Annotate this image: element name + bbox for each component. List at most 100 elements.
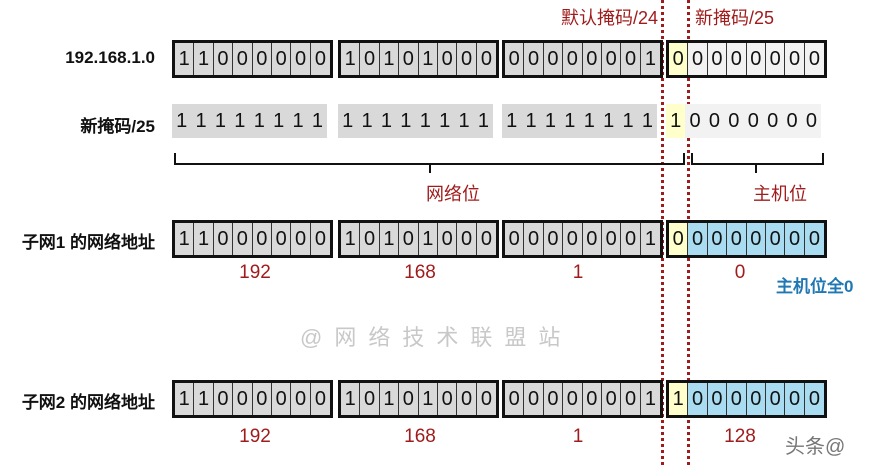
bit: 1 (379, 43, 400, 75)
bit: 0 (782, 104, 802, 138)
bit: 0 (457, 223, 477, 255)
bit: 0 (291, 43, 311, 75)
bit: 0 (601, 223, 622, 255)
bit: 0 (727, 383, 747, 415)
bit: 1 (175, 383, 195, 415)
bit: 0 (563, 223, 583, 255)
bit: 0 (685, 104, 705, 138)
bit: 0 (213, 383, 234, 415)
bit: 0 (601, 43, 622, 75)
octet-decimal-label: 0 (734, 262, 746, 283)
bit: 0 (271, 43, 292, 75)
bit: 0 (399, 223, 419, 255)
row-label: 子网2 的网络地址 (21, 393, 155, 412)
octet-decimal-label: 168 (404, 262, 436, 283)
bit: 1 (521, 104, 541, 138)
bit: 1 (502, 104, 522, 138)
bit: 1 (418, 383, 438, 415)
bit: 1 (473, 104, 494, 138)
bit: 0 (213, 43, 234, 75)
watermark: @网络技术联盟站 (300, 325, 573, 350)
row-label: 192.168.1.0 (65, 48, 155, 67)
bit: 1 (618, 104, 638, 138)
row-label: 子网1 的网络地址 (21, 233, 155, 252)
bit: 1 (640, 223, 661, 255)
host-bits-label: 主机位 (753, 184, 807, 204)
bit: 1 (175, 223, 195, 255)
bit: 0 (804, 223, 825, 255)
bit: 0 (746, 383, 766, 415)
bit: 0 (746, 43, 766, 75)
bit: 1 (307, 104, 328, 138)
default-mask-label: 默认掩码/24 (560, 8, 658, 28)
bit: 1 (175, 43, 195, 75)
bit: 0 (291, 223, 311, 255)
bit: 1 (194, 383, 214, 415)
bit: 1 (379, 223, 400, 255)
bit: 1 (268, 104, 289, 138)
bit: 1 (341, 223, 361, 255)
bit: 0 (707, 383, 728, 415)
bit: 0 (399, 383, 419, 415)
bit: 0 (233, 383, 253, 415)
bit: 0 (727, 223, 747, 255)
bit: 1 (379, 383, 400, 415)
bit: 0 (310, 223, 331, 255)
bit: 0 (437, 383, 458, 415)
bit: 0 (765, 383, 786, 415)
bit: 0 (476, 223, 497, 255)
bit: 0 (271, 383, 292, 415)
host-all-zero-note: 主机位全0 (776, 277, 854, 296)
bit: 0 (707, 223, 728, 255)
bit: 0 (437, 223, 458, 255)
bit: 0 (801, 104, 822, 138)
bit: 1 (191, 104, 211, 138)
new-mask-label: 新掩码/25 (695, 8, 775, 28)
host-bits-brace (691, 153, 824, 165)
octet-decimal-label: 192 (239, 262, 271, 283)
network-bits-label: 网络位 (426, 184, 480, 204)
bit: 0 (765, 223, 786, 255)
bit: 1 (249, 104, 269, 138)
bit: 0 (524, 383, 544, 415)
bit: 0 (724, 104, 744, 138)
bit: 0 (524, 43, 544, 75)
bit: 1 (194, 223, 214, 255)
bit: 0 (582, 43, 602, 75)
corner-watermark: 头条@ (785, 436, 846, 458)
bit: 1 (598, 104, 619, 138)
bit: 0 (360, 383, 380, 415)
bit: 1 (415, 104, 435, 138)
bit: 0 (505, 383, 525, 415)
bit: 0 (310, 43, 331, 75)
bit: 0 (476, 383, 497, 415)
bit: 1 (418, 43, 438, 75)
octet-decimal-label: 1 (572, 426, 584, 447)
bit: 0 (582, 383, 602, 415)
bit: 0 (543, 223, 564, 255)
octet-decimal-label: 168 (404, 426, 436, 447)
bit: 1 (210, 104, 231, 138)
bit: 0 (505, 43, 525, 75)
bit: 0 (621, 223, 641, 255)
bit: 0 (252, 383, 272, 415)
bit: 0 (785, 223, 805, 255)
bit: 0 (399, 43, 419, 75)
bit: 0 (476, 43, 497, 75)
bit: 1 (288, 104, 308, 138)
bit: 0 (785, 43, 805, 75)
bit: 1 (396, 104, 416, 138)
bit: 0 (704, 104, 725, 138)
bit: 1 (669, 383, 689, 415)
bit: 0 (669, 43, 689, 75)
bit: 0 (543, 43, 564, 75)
